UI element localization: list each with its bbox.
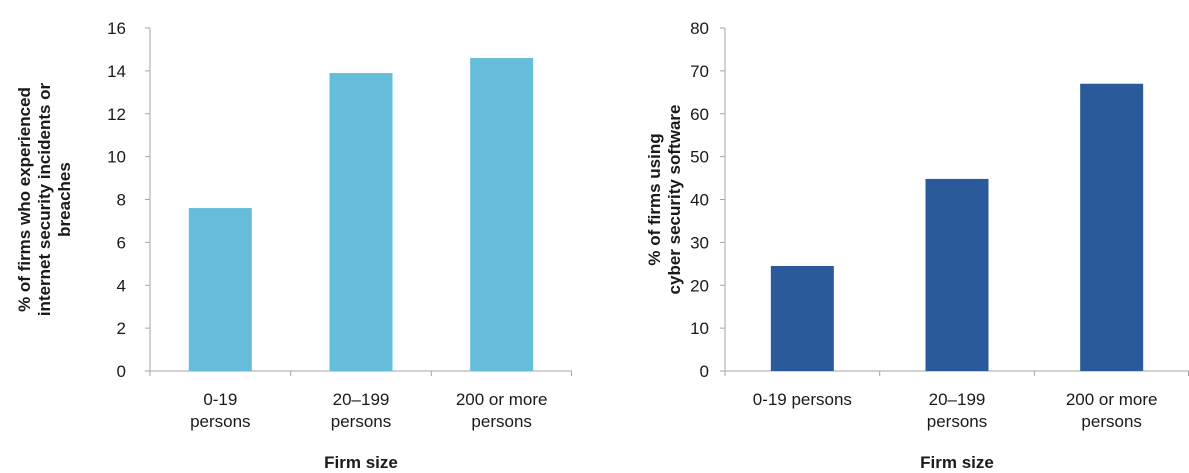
y-tick-label: 6 (117, 233, 126, 252)
x-axis-title: Firm size (324, 453, 398, 472)
bar-1 (188, 208, 252, 371)
y-tick-label: 10 (690, 319, 709, 338)
y-tick-label: 10 (107, 148, 126, 167)
bar-1 (770, 265, 834, 371)
y-tick-label: 8 (117, 191, 126, 210)
x-category-label: 20–199 persons (927, 390, 987, 431)
y-tick-label: 80 (690, 19, 709, 38)
bar-3 (1080, 83, 1144, 372)
chart-2: 0 10 20 30 40 50 60 70 80 0-19 persons 20–199 perso… (645, 19, 1189, 472)
y-axis-title: % of firms usingcyber security software (645, 105, 684, 295)
y-tick-label: 20 (690, 276, 709, 295)
y-tick-label: 2 (117, 319, 126, 338)
y-tick-label: 30 (690, 233, 709, 252)
x-category-label: 0-19 persons (190, 390, 250, 431)
bar-2 (925, 178, 989, 371)
y-tick-label: 60 (690, 105, 709, 124)
y-tick-label: 16 (107, 19, 126, 38)
y-tick-label: 0 (700, 362, 709, 381)
chart-1: 0 2 4 6 8 10 12 14 16 0-19 persons 20–199 persons 200… (15, 19, 572, 472)
y-tick-label: 14 (107, 62, 126, 81)
x-category-label: 200 or more persons (1066, 390, 1158, 431)
bar-3 (470, 58, 534, 371)
y-tick-label: 50 (690, 148, 709, 167)
y-tick-label: 70 (690, 62, 709, 81)
x-category-label: 20–199 persons (331, 390, 391, 431)
y-tick-label: 12 (107, 105, 126, 124)
bar-2 (329, 73, 393, 372)
x-category-label: 0-19 persons (753, 390, 852, 409)
y-tick-label: 40 (690, 191, 709, 210)
x-category-label: 200 or more persons (456, 390, 548, 431)
y-tick-label: 4 (117, 276, 126, 295)
y-tick-label: 0 (117, 362, 126, 381)
y-axis-title: % of firms who experiencedinternet secur… (15, 82, 74, 316)
x-axis-title: Firm size (920, 453, 994, 472)
